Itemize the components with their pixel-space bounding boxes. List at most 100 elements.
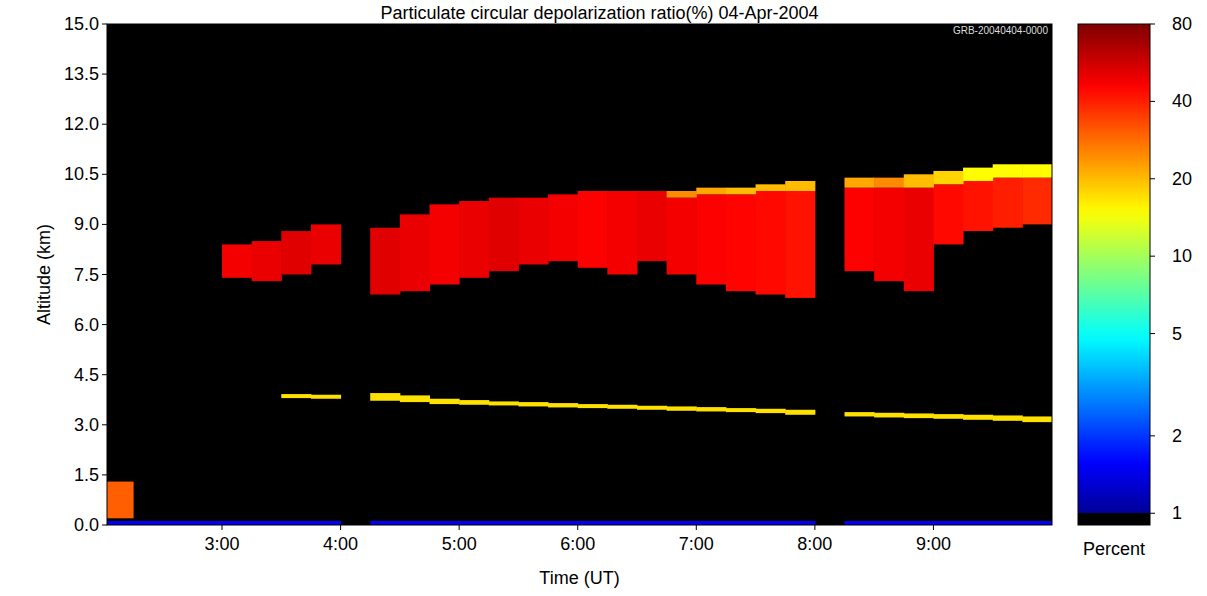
x-tick <box>933 525 934 530</box>
x-tick-label: 6:00 <box>560 534 595 554</box>
x-tick <box>459 525 460 530</box>
colorbar <box>1078 24 1150 525</box>
y-tick-label: 3.0 <box>74 415 99 435</box>
cell <box>1022 164 1052 177</box>
cell <box>785 521 815 525</box>
cell <box>578 191 608 268</box>
y-tick <box>102 474 107 475</box>
cell <box>785 191 815 298</box>
cell <box>489 198 519 271</box>
y-tick <box>102 424 107 425</box>
cell <box>696 194 726 284</box>
cell <box>904 413 934 418</box>
x-tick <box>222 525 223 530</box>
colorbar-tick <box>1150 101 1155 102</box>
y-tick <box>102 124 107 125</box>
cell <box>107 482 134 519</box>
cell <box>726 188 756 195</box>
cell <box>785 410 815 415</box>
chart: Particulate circular depolarization rati… <box>0 0 1207 596</box>
colorbar-tick-label: 80 <box>1172 14 1192 34</box>
colorbar-tick <box>1150 333 1155 334</box>
cell <box>107 521 134 525</box>
cell <box>756 184 786 191</box>
colorbar-tick <box>1150 435 1155 436</box>
y-tick-label: 12.0 <box>64 114 99 134</box>
cell <box>578 521 608 525</box>
cell <box>430 521 460 525</box>
cell <box>548 403 578 407</box>
cell <box>874 178 904 188</box>
cell <box>459 521 489 525</box>
colorbar-tick-label: 40 <box>1172 91 1192 111</box>
y-tick-label: 15.0 <box>64 14 99 34</box>
cell <box>756 191 786 295</box>
cell <box>637 406 667 410</box>
cell <box>163 521 193 525</box>
cell <box>874 188 904 282</box>
cell <box>667 406 697 410</box>
y-tick <box>102 374 107 375</box>
cell <box>548 521 578 525</box>
cell <box>696 521 726 525</box>
cell <box>281 231 311 274</box>
y-tick-label: 1.5 <box>74 465 99 485</box>
cell <box>904 174 934 187</box>
x-axis-title: Time (UT) <box>539 568 619 588</box>
cell <box>548 194 578 261</box>
cell <box>696 188 726 195</box>
cell <box>311 224 341 264</box>
cell <box>756 409 786 413</box>
x-tick-label: 5:00 <box>442 534 477 554</box>
cell <box>400 214 430 291</box>
cell <box>726 194 756 291</box>
cell <box>933 414 963 419</box>
cell <box>459 201 489 278</box>
cell <box>607 191 637 275</box>
x-tick <box>814 525 815 530</box>
y-tick-label: 7.5 <box>74 265 99 285</box>
cell <box>370 393 400 401</box>
y-tick-label: 4.5 <box>74 365 99 385</box>
cell <box>370 521 400 525</box>
x-tick-label: 8:00 <box>797 534 832 554</box>
cell <box>845 412 875 416</box>
cell <box>400 521 430 525</box>
cell <box>696 407 726 411</box>
plot-background <box>107 24 1052 525</box>
cell <box>518 198 548 265</box>
y-tick <box>102 525 107 526</box>
cell <box>993 178 1023 228</box>
cell <box>370 228 400 295</box>
y-tick-label: 13.5 <box>64 64 99 84</box>
colorbar-tick-label: 20 <box>1172 169 1192 189</box>
colorbar-tick-label: 2 <box>1172 426 1182 446</box>
title: Particulate circular depolarization rati… <box>380 3 818 23</box>
cell <box>637 191 667 261</box>
colorbar-tick <box>1150 178 1155 179</box>
y-tick-label: 9.0 <box>74 214 99 234</box>
cell <box>993 415 1023 420</box>
cell <box>607 405 637 409</box>
cell <box>667 198 697 275</box>
cell <box>874 521 904 525</box>
cell <box>459 400 489 405</box>
cell <box>518 402 548 406</box>
cell <box>489 401 519 405</box>
colorbar-label: Percent <box>1083 539 1145 559</box>
colorbar-tick-label: 10 <box>1172 246 1192 266</box>
cell <box>222 521 252 525</box>
cell <box>993 521 1023 525</box>
cell <box>400 395 430 402</box>
colorbar-tick-label: 1 <box>1172 503 1182 523</box>
cell <box>430 399 460 404</box>
cell <box>904 188 934 292</box>
cell <box>845 178 875 188</box>
cell <box>518 521 548 525</box>
x-tick <box>577 525 578 530</box>
cell <box>430 204 460 284</box>
cell <box>311 395 341 399</box>
x-tick <box>340 525 341 530</box>
cells <box>107 164 1052 525</box>
cell <box>667 191 697 198</box>
